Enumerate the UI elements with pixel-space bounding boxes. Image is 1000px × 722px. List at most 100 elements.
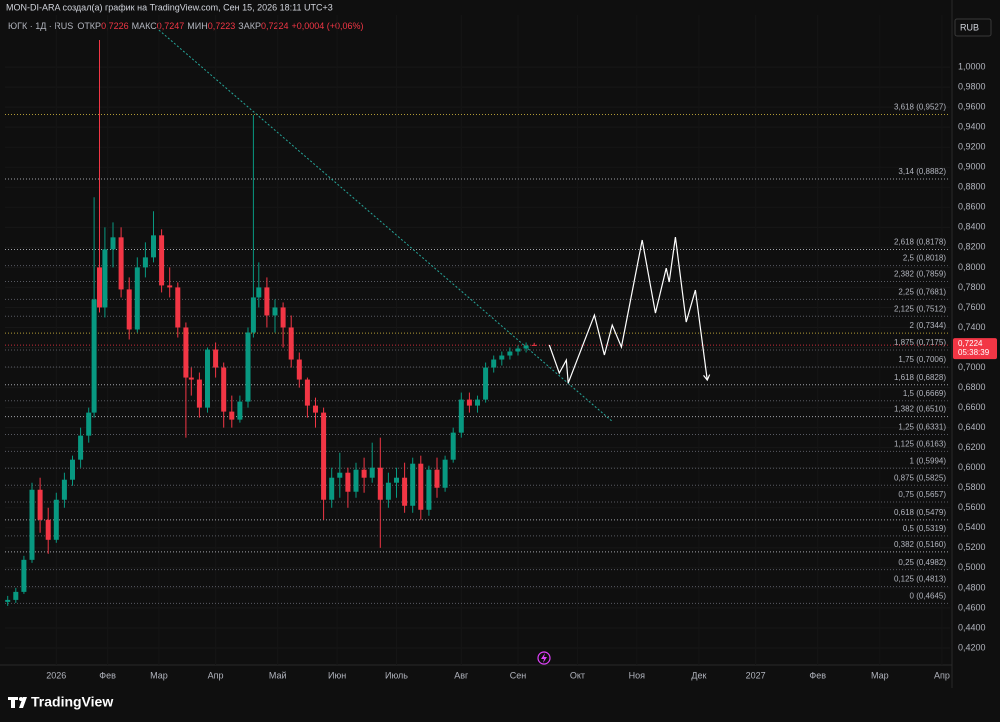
candle-body [475, 399, 480, 406]
fib-label: 1,125 (0,6163) [894, 439, 946, 448]
candle-body [126, 289, 132, 330]
fib-label: 2,125 (0,7512) [894, 304, 946, 313]
y-tick-label: 0,9800 [958, 81, 986, 91]
candle-body [426, 469, 432, 510]
fib-label: 2 (0,7344) [910, 321, 947, 330]
fib-label: 1,75 (0,7006) [898, 355, 946, 364]
lightning-icon[interactable] [537, 651, 551, 665]
candle-body [21, 559, 27, 592]
fib-label: 1 (0,5994) [910, 456, 947, 465]
candle-body [70, 459, 75, 480]
x-tick-label: Ноя [629, 670, 646, 680]
y-tick-label: 0,8600 [958, 202, 986, 212]
fib-label: 1,25 (0,6331) [898, 423, 946, 432]
fib-label: 1,382 (0,6510) [894, 405, 946, 414]
fib-label: 2,382 (0,7859) [894, 270, 946, 279]
x-tick-label: Май [269, 670, 287, 680]
fib-label: 1,875 (0,7175) [894, 338, 946, 347]
candle-body [213, 349, 219, 368]
candle-body [329, 477, 335, 500]
y-tick-label: 0,4800 [958, 582, 986, 592]
y-tick-label: 0,7800 [958, 282, 986, 292]
icon-bolt [541, 653, 547, 663]
candle-body [91, 299, 97, 413]
y-tick-label: 0,4600 [958, 602, 986, 612]
candle-body [321, 412, 327, 500]
candle-body [188, 377, 194, 380]
candle-body [264, 287, 270, 316]
attribution: MON-DI-ARA создал(а) график на TradingVi… [6, 2, 333, 12]
legend-value: 0,7224 [261, 21, 289, 31]
x-tick-label: Мар [150, 670, 168, 680]
y-tick-label: 0,9600 [958, 102, 986, 112]
candle-body [256, 287, 262, 298]
candle-body [237, 401, 243, 420]
y-tick-label: 0,8000 [958, 262, 986, 272]
candle-body [531, 344, 537, 346]
fib-label: 1,618 (0,6828) [894, 373, 946, 382]
candle-body [304, 379, 310, 406]
fib-label: 2,5 (0,8018) [903, 254, 946, 263]
x-tick-label: Июн [328, 670, 346, 680]
candle-body [442, 459, 448, 488]
candle-body [491, 359, 497, 368]
legend-value: 0,7226 [101, 21, 129, 31]
x-tick-label: 2026 [46, 670, 66, 680]
candle-body [102, 249, 108, 308]
fib-label: 0,75 (0,5657) [898, 490, 946, 499]
candle-body [272, 307, 278, 316]
last-price-label: 0,7224 [958, 339, 983, 348]
candle-body [86, 412, 92, 436]
candle-body [196, 379, 202, 408]
currency-box[interactable] [954, 18, 992, 37]
legend-label: ЗАКР [238, 21, 261, 31]
y-tick-label: 0,5000 [958, 562, 986, 572]
candle-body [78, 435, 84, 460]
legend: ЮГК · 1Д · RUS ОТКР0,7226 МАКС0,7247 МИН0,7… [8, 21, 364, 31]
x-tick-label: Фев [809, 670, 826, 680]
candle-body [410, 463, 416, 506]
candle-body [245, 332, 251, 402]
candle-body [221, 367, 227, 412]
y-tick-label: 0,5400 [958, 522, 986, 532]
candle-body [296, 359, 302, 380]
candle-body [402, 477, 408, 506]
fib-label: 2,25 (0,7681) [898, 287, 946, 296]
x-tick-label: Июль [385, 670, 408, 680]
candle-body [142, 257, 148, 268]
candle-body [97, 267, 102, 308]
y-tick-label: 0,6600 [958, 402, 986, 412]
candle-body [205, 349, 210, 408]
candle-body [151, 235, 156, 258]
y-tick-label: 0,4200 [958, 642, 986, 652]
candle-body [345, 472, 351, 492]
last-price-box [953, 338, 997, 360]
candle-body [175, 287, 181, 328]
candle-body [523, 345, 529, 349]
y-tick-label: 0,6000 [958, 462, 986, 472]
candle-body [229, 411, 235, 420]
candle-body [159, 235, 165, 286]
x-tick-label: Дек [691, 670, 706, 680]
fib-label: 0,875 (0,5825) [894, 473, 946, 482]
candle-body [13, 591, 19, 600]
candle-body [483, 367, 489, 400]
y-tick-label: 0,7600 [958, 302, 986, 312]
candle-body [37, 489, 43, 520]
x-tick-label: Сен [510, 670, 527, 680]
fib-label: 0,125 (0,4813) [894, 575, 946, 584]
candle-body [250, 297, 256, 333]
legend-value: 0,7223 [208, 21, 236, 31]
candle-body [134, 267, 140, 330]
countdown: 05:38:39 [958, 348, 990, 357]
y-tick-label: 0,6400 [958, 422, 986, 432]
y-tick-label: 0,8800 [958, 182, 986, 192]
brand: TradingView [31, 694, 113, 710]
logo[interactable]: TradingView [8, 694, 113, 710]
candle-body [458, 399, 464, 433]
candle-body [499, 355, 505, 360]
